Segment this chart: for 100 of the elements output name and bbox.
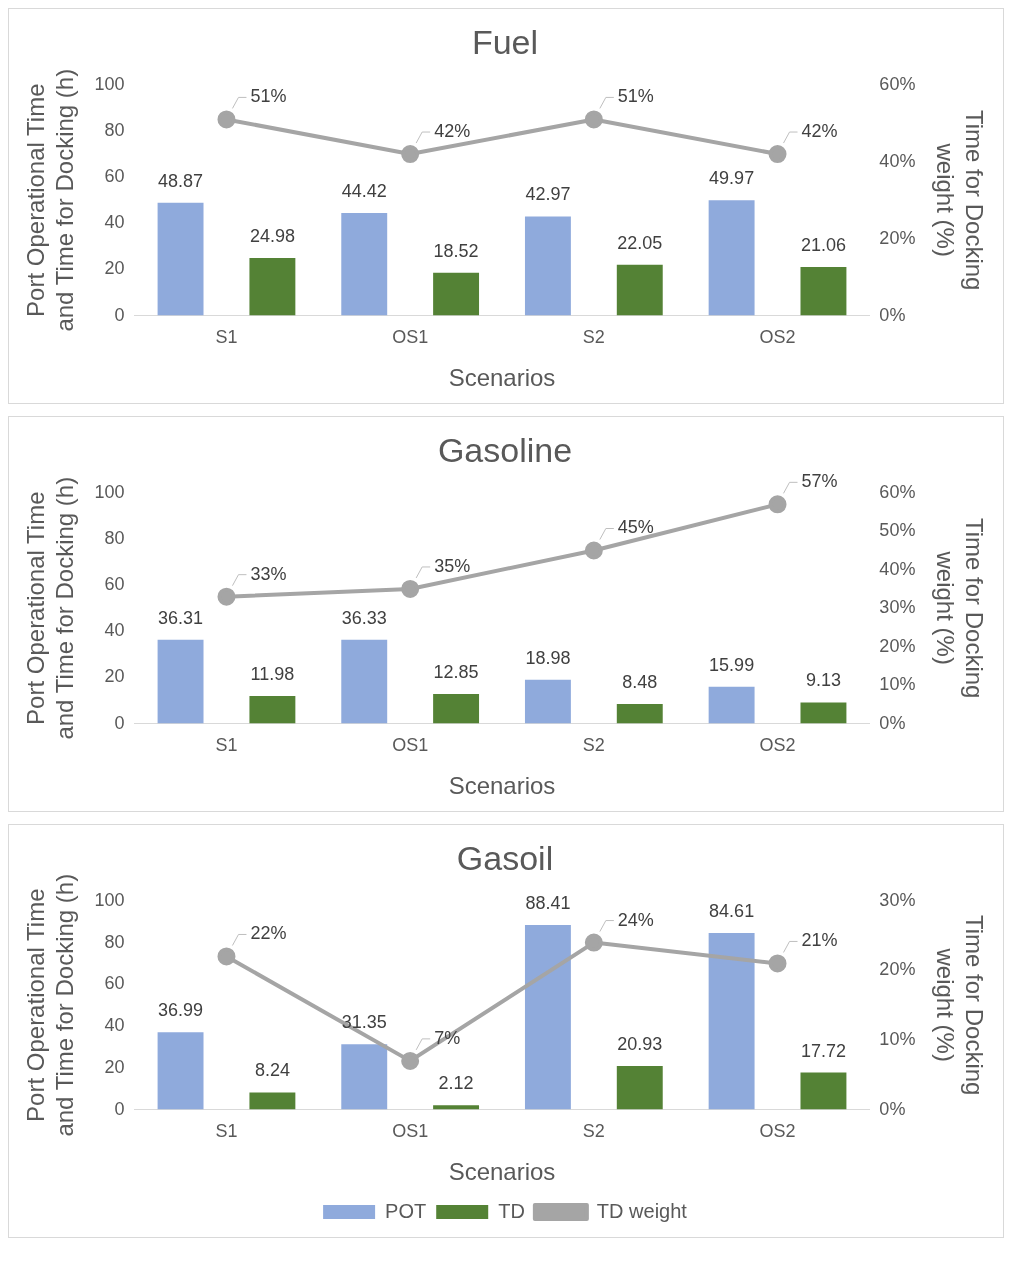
y-tick-label: 40 (104, 620, 125, 641)
data-label: 36.99 (158, 1000, 204, 1021)
y2-tick-label: 50% (879, 520, 916, 541)
data-label: 49.97 (709, 168, 755, 189)
x-axis-title: Scenarios (448, 364, 556, 392)
legend-label: POT (385, 1199, 427, 1222)
y-tick-label: 80 (104, 119, 125, 140)
y2-tick-label: 30% (879, 889, 916, 910)
data-label: 18.98 (525, 647, 571, 668)
data-label: 22.05 (617, 232, 663, 253)
y-tick-label: 80 (104, 527, 125, 548)
data-label: 15.99 (709, 654, 755, 675)
bar (433, 1105, 480, 1110)
y-axis-title: Port Operational Time and Time for Docking (h) (22, 476, 78, 740)
bar (800, 266, 847, 316)
y2-tick-label: 10% (879, 674, 916, 695)
legend-label: TD (498, 1199, 525, 1222)
y2-tick-label: 20% (879, 959, 916, 980)
bar (249, 257, 296, 316)
y-tick-label: 20 (104, 1056, 125, 1077)
data-label: 8.24 (254, 1060, 290, 1081)
legend-label: TD weight (596, 1199, 688, 1222)
x-tick-label: S1 (215, 735, 238, 756)
data-label: 11.98 (250, 663, 295, 684)
x-tick-label: S2 (582, 735, 605, 756)
bar (433, 693, 480, 724)
point (217, 947, 236, 966)
y2-tick-label: 40% (879, 558, 916, 579)
point (768, 495, 787, 514)
data-label: 24% (617, 909, 654, 930)
data-label: 42% (434, 121, 471, 142)
x-tick-label: OS2 (759, 1121, 796, 1142)
y2-tick-label: 20% (879, 635, 916, 656)
y-tick-label: 80 (104, 931, 125, 952)
data-label: 7% (434, 1027, 461, 1048)
y-tick-label: 20 (104, 258, 125, 279)
y-tick-label: 100 (94, 889, 125, 910)
data-label: 21.06 (800, 234, 846, 255)
x-tick-label: S2 (582, 1121, 605, 1142)
bar (524, 925, 571, 1110)
point (401, 579, 420, 598)
data-label: 36.33 (341, 607, 387, 628)
bar (616, 704, 663, 724)
data-label: 24.98 (249, 225, 295, 246)
y-tick-label: 0 (114, 304, 125, 325)
y2-tick-label: 0% (879, 1098, 906, 1119)
bar (341, 213, 388, 316)
data-label: 45% (617, 517, 654, 538)
data-label: 57% (801, 471, 838, 492)
x-tick-label: OS1 (392, 1121, 429, 1142)
data-label: 12.85 (433, 661, 479, 682)
y-tick-label: 20 (104, 666, 125, 687)
y-tick-label: 60 (104, 973, 125, 994)
y2-tick-label: 10% (879, 1028, 916, 1049)
point (584, 541, 603, 560)
y2-axis-title: Time for Docking weight (%) (932, 517, 988, 699)
point (768, 954, 787, 973)
bar (708, 200, 755, 316)
bar (249, 1092, 296, 1110)
data-label: 22% (250, 923, 287, 944)
bar (708, 932, 755, 1110)
y-tick-label: 60 (104, 574, 125, 595)
data-label: 36.31 (158, 607, 204, 628)
y-tick-label: 60 (104, 166, 125, 187)
data-label: 42% (801, 121, 838, 142)
data-label: 35% (434, 555, 471, 576)
y2-axis-title: Time for Docking weight (%) (932, 109, 988, 291)
y2-tick-label: 0% (879, 712, 906, 733)
x-tick-label: S1 (215, 1121, 238, 1142)
y-tick-label: 100 (94, 481, 125, 502)
x-tick-label: S2 (582, 327, 605, 348)
data-label: 8.48 (622, 672, 658, 692)
data-label: 48.87 (158, 170, 204, 191)
data-label: 42.97 (525, 184, 571, 205)
bar (433, 272, 480, 316)
point (584, 933, 603, 952)
data-label: 21% (801, 930, 838, 951)
bar (800, 1072, 847, 1110)
y2-tick-label: 20% (879, 227, 916, 248)
x-tick-label: OS1 (392, 327, 429, 348)
data-label: 44.42 (341, 181, 387, 202)
bar (800, 702, 847, 724)
x-tick-label: OS1 (392, 735, 429, 756)
data-label: 88.41 (525, 892, 571, 913)
data-label: 20.93 (617, 1033, 663, 1054)
bar (616, 1065, 663, 1110)
x-axis-title: Scenarios (448, 772, 556, 800)
y2-tick-label: 60% (879, 73, 916, 94)
data-label: 17.72 (800, 1040, 846, 1061)
y-tick-label: 40 (104, 212, 125, 233)
y2-tick-label: 30% (879, 597, 916, 618)
chart-title: Fuel (471, 22, 539, 61)
bar (524, 216, 571, 316)
bar (157, 202, 204, 316)
bar (157, 1032, 204, 1110)
bar (157, 639, 204, 724)
bar (708, 686, 755, 724)
y-tick-label: 0 (114, 712, 125, 733)
bar (341, 1044, 388, 1110)
y2-axis-title: Time for Docking weight (%) (932, 914, 988, 1096)
